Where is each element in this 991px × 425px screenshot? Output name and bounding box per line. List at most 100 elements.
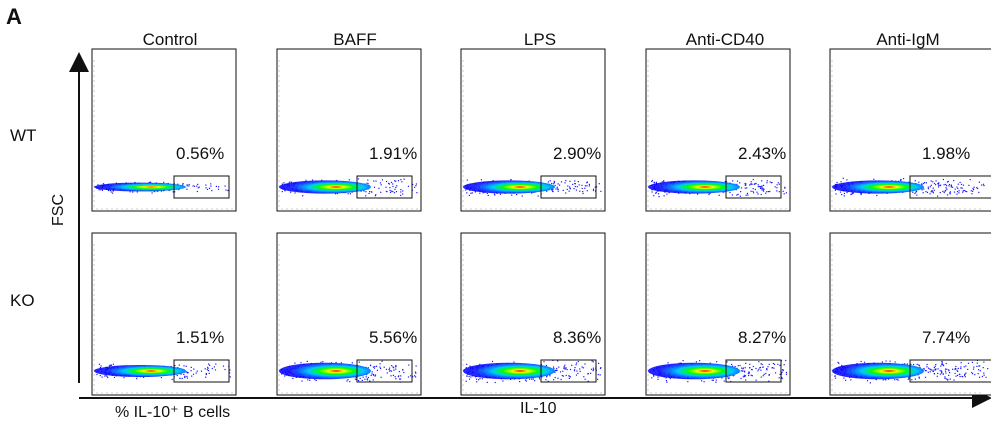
event-dot — [564, 364, 566, 366]
event-dot — [592, 188, 595, 190]
event-dot — [99, 366, 101, 369]
event-dot — [546, 375, 548, 377]
event-dot — [547, 380, 549, 382]
event-dot — [945, 362, 947, 365]
event-dot — [953, 191, 956, 193]
event-dot — [100, 365, 102, 367]
event-dot — [935, 184, 937, 186]
event-dot — [369, 365, 372, 367]
event-dot — [922, 192, 924, 194]
event-dot — [925, 191, 927, 193]
event-dot — [513, 361, 515, 363]
event-dot — [366, 374, 368, 376]
event-dot — [785, 373, 787, 375]
event-dot — [565, 180, 567, 182]
event-dot — [379, 182, 382, 184]
event-dot — [583, 376, 585, 378]
event-dot — [395, 366, 397, 368]
event-dot — [914, 192, 916, 195]
event-dot — [785, 359, 787, 362]
event-dot — [229, 372, 231, 374]
event-dot — [757, 184, 759, 186]
event-dot — [469, 365, 471, 367]
event-dot — [385, 190, 387, 193]
event-dot — [943, 192, 945, 194]
event-dot — [918, 376, 920, 378]
event-dot — [941, 372, 943, 374]
event-dot — [574, 369, 576, 371]
event-dot — [926, 363, 928, 366]
event-dot — [365, 191, 367, 193]
event-dot — [931, 190, 933, 192]
event-dot — [734, 366, 736, 368]
event-dot — [651, 180, 653, 183]
event-dot — [597, 378, 599, 380]
event-dot — [945, 378, 947, 380]
event-dot — [949, 192, 951, 194]
event-dot — [300, 362, 302, 364]
event-dot — [321, 179, 323, 181]
event-dot — [395, 378, 397, 380]
event-dot — [957, 187, 959, 190]
event-dot — [301, 380, 303, 382]
event-dot — [957, 367, 959, 369]
event-dot — [178, 364, 180, 366]
event-dot — [756, 191, 758, 193]
event-dot — [739, 182, 741, 184]
event-dot — [715, 379, 717, 381]
event-dot — [99, 375, 101, 377]
event-dot — [546, 376, 548, 378]
event-dot — [374, 375, 376, 377]
event-dot — [208, 363, 210, 365]
event-dot — [416, 192, 418, 194]
event-dot — [976, 187, 978, 189]
event-dot — [598, 183, 600, 185]
event-dot — [758, 368, 760, 370]
event-dot — [664, 191, 666, 193]
event-dot — [933, 182, 936, 185]
event-dot — [973, 186, 975, 188]
event-dot — [373, 186, 375, 188]
event-dot — [529, 378, 531, 380]
event-dot — [978, 191, 980, 193]
gate-box — [725, 175, 782, 199]
event-dot — [415, 185, 417, 187]
event-dot — [947, 180, 949, 183]
event-dot — [553, 180, 555, 182]
event-dot — [718, 194, 720, 196]
event-dot — [732, 375, 734, 377]
event-dot — [773, 367, 775, 369]
event-dot — [482, 192, 484, 194]
event-dot — [747, 373, 749, 375]
event-dot — [389, 187, 391, 189]
event-dot — [555, 188, 557, 190]
event-dot — [689, 193, 691, 195]
event-dot — [400, 191, 402, 193]
event-dot — [592, 367, 594, 369]
event-dot — [751, 375, 753, 377]
event-dot — [948, 374, 950, 376]
gate-percent-label: 1.91% — [369, 144, 418, 163]
event-dot — [538, 376, 540, 378]
gate-box — [173, 359, 230, 383]
event-dot — [584, 363, 586, 365]
event-dot — [366, 182, 368, 184]
event-dot — [465, 367, 467, 369]
event-dot — [415, 365, 417, 367]
event-dot — [210, 183, 212, 185]
event-dot — [110, 191, 112, 193]
event-dot — [973, 366, 975, 368]
event-dot — [545, 379, 547, 381]
event-dot — [354, 378, 356, 380]
event-dot — [403, 371, 405, 374]
event-dot — [393, 369, 395, 371]
event-dot — [171, 378, 173, 380]
event-dot — [369, 191, 371, 193]
event-dot — [372, 366, 374, 368]
event-dot — [761, 189, 763, 191]
event-dot — [123, 377, 125, 379]
event-dot — [576, 370, 578, 372]
event-dot — [502, 380, 504, 382]
event-dot — [184, 376, 186, 379]
event-dot — [511, 194, 513, 196]
